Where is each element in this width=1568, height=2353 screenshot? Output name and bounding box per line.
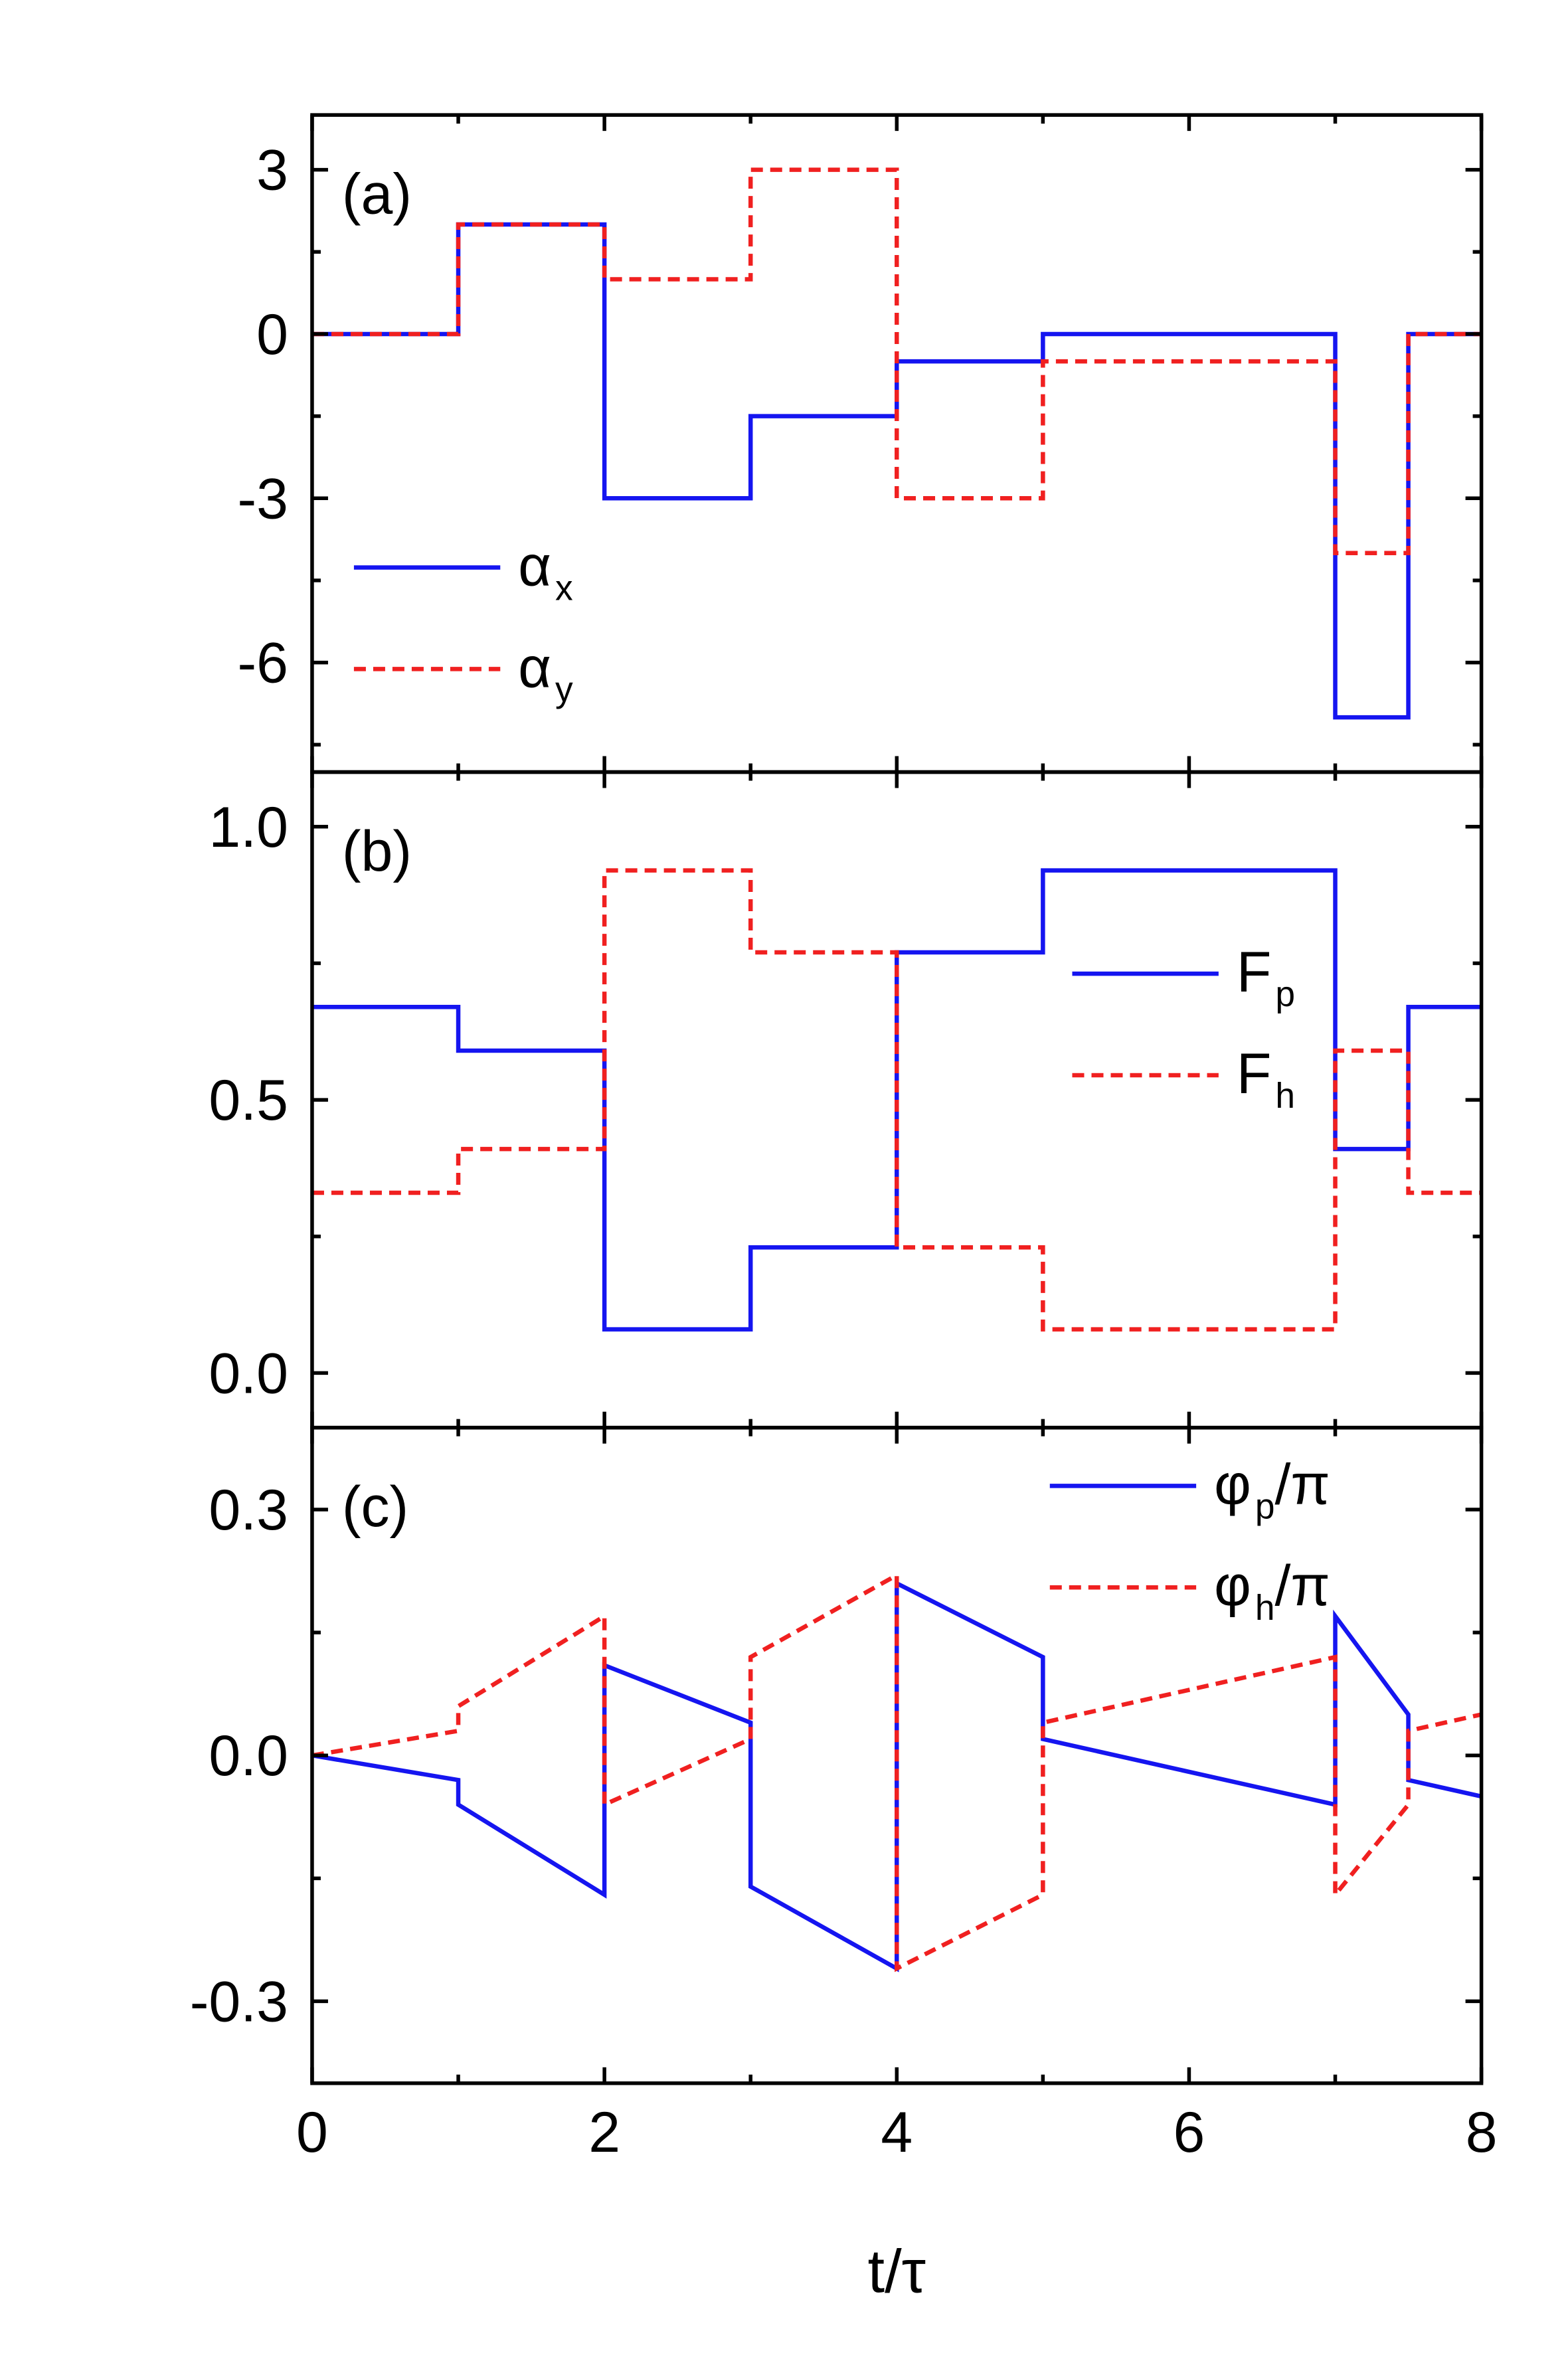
data-line [311, 167, 1482, 555]
data-line [311, 1571, 1482, 1972]
data-line [311, 868, 1482, 1332]
panel-label: (b) [342, 820, 412, 883]
x-tick-label: 2 [588, 2101, 620, 2164]
y-tick-label: -3 [237, 467, 288, 531]
plot-frame [310, 113, 1484, 774]
y-tick-label: 0.5 [209, 1069, 288, 1132]
x-tick-label: 6 [1174, 2101, 1205, 2164]
panel-label: (a) [342, 163, 412, 226]
y-tick-label: -6 [237, 632, 288, 695]
panel: 0 2 4 6 8 -0.3 0.0 0.3 (c) φ p/π φ h/π t/τ [190, 1425, 1498, 2306]
y-tick-label: 0 [256, 303, 288, 367]
y-tick-label: 0.3 [209, 1478, 288, 1542]
panel: 0.0 0.5 1.0 (b) F p F h [209, 770, 1484, 1430]
y-tick-label: -0.3 [190, 1970, 288, 2034]
x-tick-label: 0 [296, 2101, 328, 2164]
x-tick-label: 4 [881, 2101, 913, 2164]
y-tick-label: 3 [256, 139, 288, 203]
panel-label: (c) [342, 1475, 408, 1539]
x-axis-title: t/τ [868, 2238, 926, 2306]
y-tick-label: 0.0 [209, 1724, 288, 1788]
legend-label: φ p/π [1214, 1452, 1330, 1526]
x-tick-label: 8 [1466, 2101, 1498, 2164]
legend-label: φ h/π [1214, 1554, 1330, 1628]
y-tick-label: 1.0 [209, 796, 288, 859]
panel: -6 -3 0 3 (a) α x α y [237, 113, 1484, 774]
y-tick-label: 0.0 [209, 1342, 288, 1405]
